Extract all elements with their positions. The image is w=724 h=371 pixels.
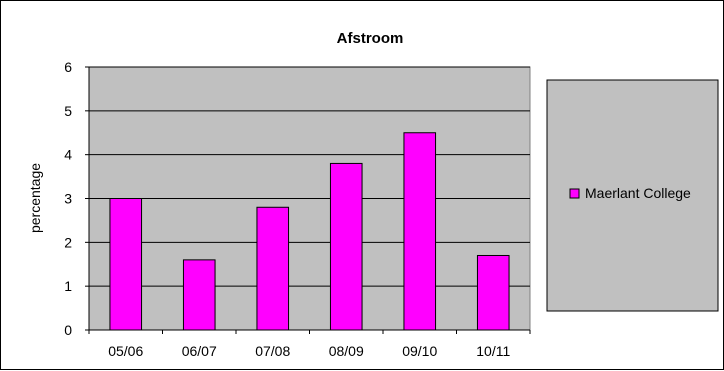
bar-08-09	[329, 162, 363, 331]
bar-07-08	[256, 206, 290, 331]
x-tick-label: 07/08	[255, 343, 290, 359]
x-tick-label: 10/11	[476, 343, 510, 359]
y-ticks: 0 1 2 3 4 5 6	[64, 59, 89, 338]
bar-10-11	[476, 254, 510, 331]
legend-swatch	[569, 188, 580, 199]
grid-lines	[89, 66, 530, 287]
y-tick-label: 2	[64, 234, 72, 250]
x-ticks: 05/06 06/07 07/08 08/09 09/10 10/11	[88, 330, 531, 359]
x-tick-label: 08/09	[329, 343, 364, 359]
legend: Maerlant College	[546, 79, 719, 312]
bar-06-07	[182, 259, 216, 331]
chart-title: Afstroom	[337, 30, 404, 47]
y-tick-label: 3	[64, 191, 72, 207]
y-tick-label: 0	[64, 322, 72, 338]
bar-05-06	[109, 198, 143, 331]
bar-09-10	[403, 132, 437, 331]
bars	[109, 132, 510, 331]
x-tick-label: 06/07	[182, 343, 217, 359]
x-tick-label: 05/06	[108, 343, 143, 359]
y-axis-title: percentage	[27, 163, 43, 233]
legend-label: Maerlant College	[585, 185, 691, 201]
y-tick-label: 6	[64, 59, 72, 75]
x-tick-label: 09/10	[402, 343, 437, 359]
y-tick-label: 5	[64, 103, 72, 119]
y-tick-label: 4	[64, 147, 72, 163]
y-tick-label: 1	[64, 278, 72, 294]
